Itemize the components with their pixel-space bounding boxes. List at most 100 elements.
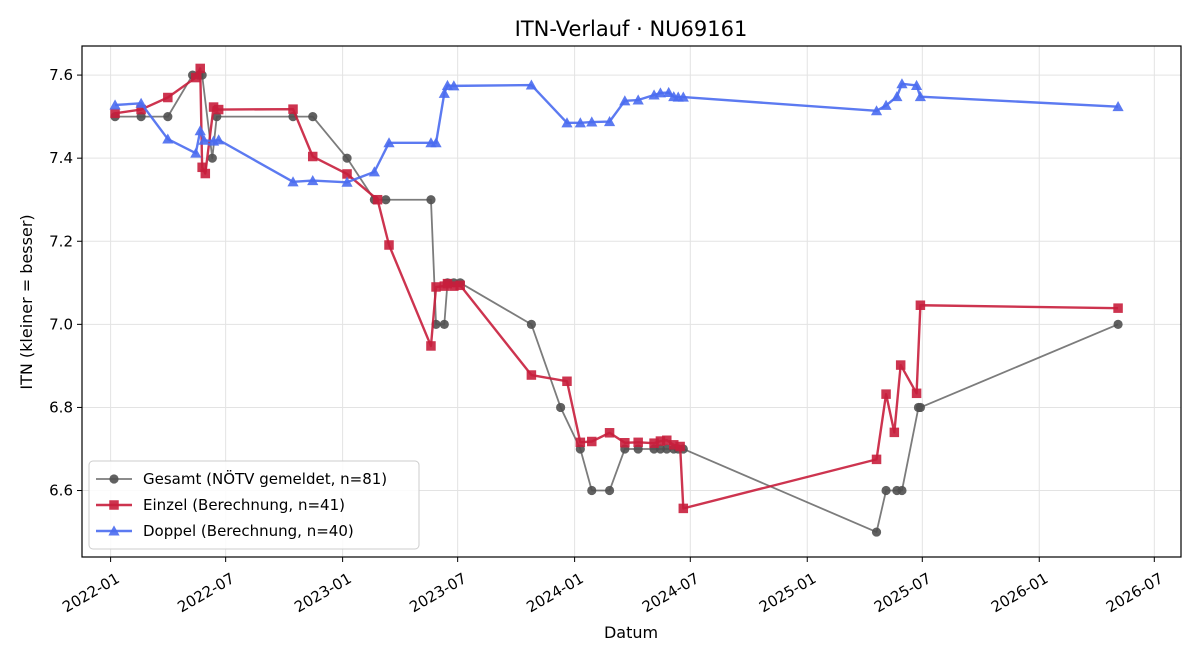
data-point	[213, 104, 224, 115]
data-point	[383, 137, 395, 148]
x-axis-ticks: 2022-01 2022-07 2023-01 2023-07 2024-01 2024-…	[59, 557, 1166, 616]
data-point	[384, 240, 394, 250]
x-tick-label: 2024-07	[639, 569, 702, 616]
y-tick-label: 7.0	[49, 315, 73, 333]
y-axis-label: ITN (kleiner = besser)	[17, 214, 36, 389]
data-point	[914, 91, 926, 102]
data-point	[870, 105, 883, 116]
data-point	[430, 137, 442, 148]
series-line	[114, 82, 1119, 184]
y-tick-label: 7.4	[49, 149, 73, 167]
data-point	[163, 92, 173, 103]
data-point	[586, 116, 598, 127]
data-point	[208, 102, 219, 112]
data-point	[603, 116, 616, 127]
data-point	[662, 435, 672, 446]
data-point	[587, 485, 597, 496]
y-tick-label: 7.6	[49, 66, 73, 84]
x-axis-label: Datum	[604, 623, 658, 642]
data-point	[307, 151, 318, 162]
data-point	[677, 91, 689, 102]
legend: Gesamt (NÖTV gemeldet, n=81) Einzel (Bere…	[88, 460, 420, 550]
data-point	[455, 280, 465, 291]
data-point	[556, 402, 566, 413]
x-tick-label: 2025-07	[871, 569, 934, 616]
data-point	[197, 162, 207, 173]
data-point	[895, 360, 906, 370]
data-point	[448, 80, 460, 91]
data-point	[675, 441, 685, 452]
legend-marker	[109, 474, 119, 484]
y-axis-ticks: 6.6 6.8 7.0 7.2 7.4 7.6	[49, 66, 82, 500]
data-point	[163, 112, 173, 122]
data-point	[649, 438, 659, 448]
data-point	[438, 87, 450, 98]
data-point	[574, 117, 586, 128]
legend-label: Einzel (Berechnung, n=41)	[143, 496, 345, 514]
x-tick-label: 2026-01	[988, 569, 1051, 616]
chart-title: ITN-Verlauf · NU69161	[515, 17, 748, 41]
legend-marker	[109, 500, 119, 510]
x-tick-label: 2026-07	[1103, 569, 1166, 616]
data-point	[881, 485, 891, 496]
data-point	[342, 153, 352, 163]
data-point	[110, 108, 120, 119]
data-point	[663, 86, 675, 98]
data-point	[526, 370, 537, 380]
data-point	[341, 176, 353, 187]
data-point	[381, 195, 391, 205]
y-tick-label: 7.2	[49, 232, 73, 250]
data-point	[307, 175, 319, 186]
data-point	[191, 72, 201, 83]
data-point	[669, 440, 679, 450]
legend-entry: Gesamt (NÖTV gemeldet, n=81)	[96, 469, 387, 488]
data-point	[431, 282, 441, 292]
y-tick-label: 6.8	[49, 398, 73, 416]
data-point	[288, 104, 298, 114]
data-point	[575, 437, 586, 448]
legend-entry: Einzel (Berechnung, n=41)	[96, 496, 345, 514]
data-point	[678, 503, 689, 514]
x-tick-label: 2023-07	[406, 569, 469, 616]
legend-label: Gesamt (NÖTV gemeldet, n=81)	[143, 469, 387, 488]
x-tick-label: 2024-01	[523, 569, 586, 616]
y-tick-label: 6.6	[49, 482, 73, 500]
data-point	[633, 437, 643, 448]
data-point	[587, 436, 597, 447]
data-point	[632, 94, 644, 105]
data-point	[136, 112, 146, 122]
data-point	[915, 402, 925, 413]
data-point	[655, 436, 666, 446]
data-point	[449, 281, 459, 291]
data-point	[439, 319, 449, 329]
data-point	[654, 87, 667, 98]
legend-marker	[108, 525, 120, 536]
data-point	[135, 97, 147, 108]
plot-frame	[81, 45, 1182, 558]
data-point	[604, 428, 615, 438]
data-point	[871, 527, 882, 537]
data-point	[213, 134, 225, 145]
series-triangle	[109, 78, 1124, 187]
series-square	[110, 63, 1123, 514]
data-point	[1113, 319, 1123, 329]
series-line	[114, 67, 1119, 510]
data-point	[372, 194, 383, 205]
data-point	[891, 91, 903, 102]
data-point	[871, 454, 882, 465]
data-point	[525, 79, 537, 90]
data-point	[287, 176, 299, 187]
legend-entry: Doppel (Berechnung, n=40)	[96, 522, 354, 540]
legend-box	[88, 460, 420, 550]
data-point	[911, 388, 922, 399]
data-point	[1112, 101, 1124, 112]
x-tick-label: 2023-01	[291, 569, 354, 616]
data-point	[619, 95, 631, 106]
data-point	[207, 153, 217, 163]
data-point	[162, 133, 174, 144]
data-point	[426, 341, 436, 351]
data-point	[109, 99, 121, 110]
data-point	[881, 389, 891, 399]
data-point	[368, 166, 380, 177]
